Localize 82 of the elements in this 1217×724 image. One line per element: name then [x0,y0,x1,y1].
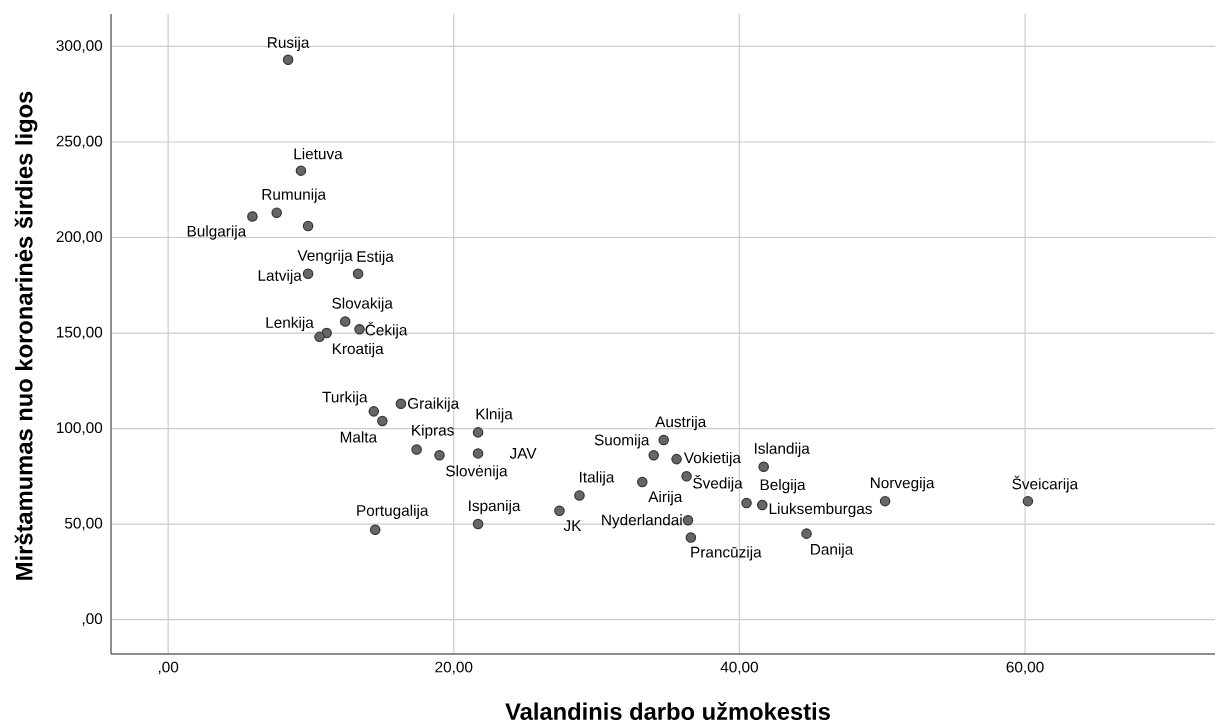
annotation: Vengrija [297,249,353,264]
point [741,497,752,509]
annotation: Lenkija [266,316,314,331]
y-tick-label: ,00 [82,613,103,626]
annotation: Norvegija [870,477,935,492]
annotation: Bulgarija [187,225,247,240]
point [339,316,351,327]
annotation: Kroatija [332,342,384,358]
annotation: Lietuva [294,148,343,160]
point [395,398,407,409]
annotation: Klnija [476,408,513,423]
annotation: JAV [509,448,537,459]
point [1022,495,1034,507]
point [434,450,445,461]
annotation: Belgija [760,478,806,494]
x-axis-title: Valandinis darbo užmokestis [505,702,830,720]
x-tick-label: 20,00 [435,661,473,675]
annotation: Vokietija [683,451,741,467]
y-tick-label: 250,00 [56,135,103,149]
point [757,499,768,511]
point [879,495,891,507]
point [685,532,697,543]
x-tick-label: 40,00 [720,661,758,675]
annotation: Graikija [407,397,460,412]
annotation: Airija [648,490,683,506]
x-tick-label: ,00 [158,661,179,675]
annotation: Portugalija [357,504,429,519]
point [377,415,388,427]
point [302,268,314,280]
point [637,476,648,488]
point [295,165,307,176]
point [554,505,565,516]
y-tick-label: 150,00 [57,326,103,340]
point [354,323,365,335]
annotation: Slovakija [332,297,393,312]
annotation: Danija [811,543,854,558]
annotation: Malta [340,431,378,443]
point [648,450,659,461]
point [472,448,484,459]
point [574,490,585,501]
point [658,434,669,446]
annotation: Islandija [754,442,810,457]
annotation: Estija [357,250,394,265]
point [801,528,812,539]
point [671,453,682,465]
annotation: Rusija [268,36,310,51]
annotation: Suomija [594,434,650,449]
annotation: Švedija [693,475,743,492]
annotation: Liuksemburgas [769,502,872,518]
annotation: Prancūzija [691,546,762,561]
x-tick-label: 60,00 [1006,661,1044,675]
point [314,331,325,343]
annotation: Kipras [412,424,454,439]
annotation: Italija [579,471,615,486]
annotation: Rumunija [262,188,327,203]
annotation: Šveicarija [1012,475,1079,493]
point [247,211,258,222]
annotation: JK [563,520,582,532]
point [682,514,694,526]
point [472,518,484,530]
point [368,406,380,417]
point [411,444,422,455]
point [271,207,282,218]
annotation: Nyderlandai [602,514,682,529]
y-tick-label: 100,00 [57,422,103,435]
point [369,524,381,536]
point [302,220,314,232]
point [758,461,769,473]
y-tick-label: 300,00 [56,40,103,53]
point [681,471,692,482]
annotation: Latvija [258,269,302,284]
point [282,54,294,66]
y-tick-label: 200,00 [56,231,103,244]
annotation: Austrija [655,415,707,431]
annotation: Slovėnija [446,465,508,480]
point [352,268,364,280]
annotation: Ispanija [469,499,521,515]
y-axis-title: Mirštamumas nuo koronarinės širdies ligos [14,91,38,580]
y-tick-label: 50,00 [64,517,103,531]
annotation: Turkija [322,391,368,406]
annotation: Čekija [365,321,408,339]
point [472,427,484,438]
